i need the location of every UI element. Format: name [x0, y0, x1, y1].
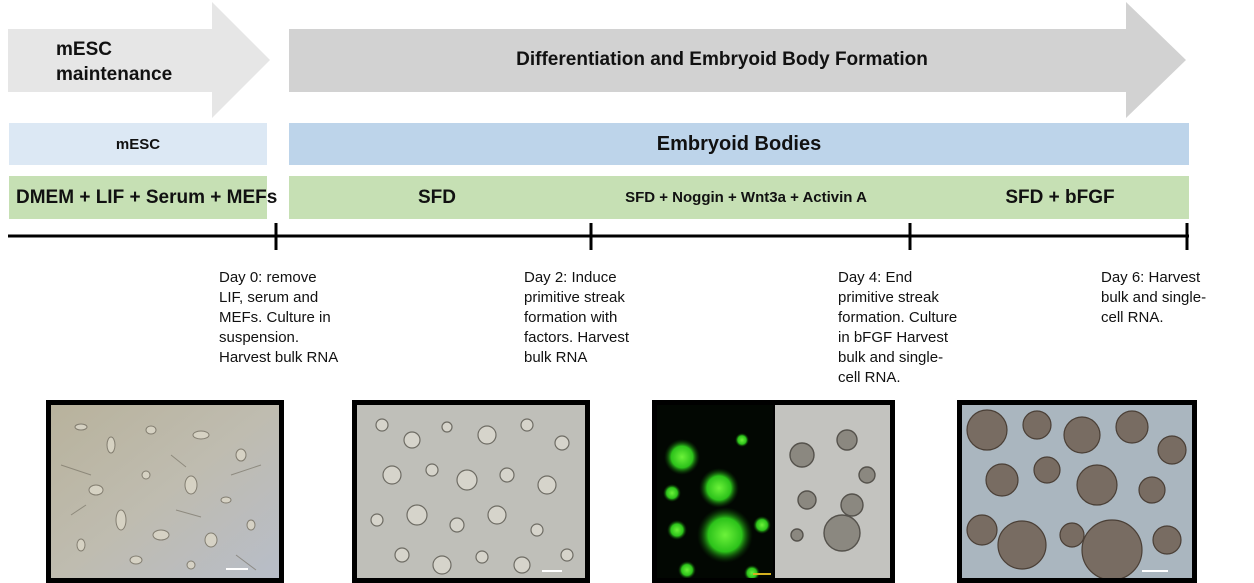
note-day2-line: Day 2: Induce [524, 269, 617, 286]
note-day6-line: bulk and single- [1101, 289, 1207, 306]
differentiation-arrow-shape [289, 2, 1186, 118]
photo-day4 [652, 400, 895, 583]
note-day6-line: cell RNA. [1101, 309, 1164, 326]
photo-mesc-image [51, 405, 279, 578]
photo-mesc [46, 400, 284, 583]
differentiation-media-bg [289, 176, 1189, 219]
note-day2-line: bulk RNA [524, 349, 588, 366]
differentiation-arrow-label: Differentiation and Embryoid Body Format… [516, 49, 928, 70]
note-day0-line: MEFs. Culture in [219, 309, 331, 326]
differentiation-arrow [289, 2, 1186, 118]
note-day4: Day 4: End primitive streak formation. C… [838, 268, 957, 388]
photo-day2 [352, 400, 590, 583]
maintenance-arrow-shape [8, 2, 270, 118]
note-day6: Day 6: Harvest bulk and single- cell RNA… [1101, 268, 1206, 328]
sfd-media-label: SFD [418, 186, 456, 208]
photo-day6-image [962, 405, 1192, 578]
note-day2-line: formation with [524, 309, 618, 326]
note-day0-line: Harvest bulk RNA [219, 349, 339, 366]
photo-day4-image [657, 405, 890, 578]
note-day4-line: cell RNA. [838, 369, 901, 386]
bfgf-media-label: SFD + bFGF [1005, 186, 1115, 208]
photo-day2-image [357, 405, 585, 578]
embryoid-stage-band: Embryoid Bodies [289, 123, 1189, 165]
note-day4-line: bulk and single- [838, 349, 944, 366]
timeline [8, 223, 1189, 250]
maintenance-arrow-label: mESC maintenance [56, 37, 172, 87]
maintenance-arrow [8, 2, 270, 118]
note-day2-line: primitive streak [524, 289, 625, 306]
note-day0: Day 0: remove LIF, serum and MEFs. Cultu… [219, 268, 338, 368]
note-day2: Day 2: Induce primitive streak formation… [524, 268, 629, 368]
photo-day6 [957, 400, 1197, 583]
maintenance-media-bg [9, 176, 267, 219]
note-day0-line: Day 0: remove [219, 269, 317, 286]
note-day4-line: Day 4: End [838, 269, 913, 286]
maintenance-media-label: DMEM + LIF + Serum + MEFs [16, 186, 278, 208]
mesc-stage-band: mESC [9, 123, 267, 165]
note-day0-line: suspension. [219, 329, 300, 346]
note-day6-line: Day 6: Harvest [1101, 269, 1201, 286]
induction-media-label: SFD + Noggin + Wnt3a + Activin A [625, 189, 867, 206]
note-day0-line: LIF, serum and [219, 289, 319, 306]
note-day4-line: primitive streak [838, 289, 939, 306]
note-day2-line: factors. Harvest [524, 329, 630, 346]
maintenance-label-line1: mESC [56, 39, 112, 60]
maintenance-label-line2: maintenance [56, 64, 173, 85]
note-day4-line: formation. Culture [838, 309, 958, 326]
note-day4-line: in bFGF Harvest [838, 329, 949, 346]
